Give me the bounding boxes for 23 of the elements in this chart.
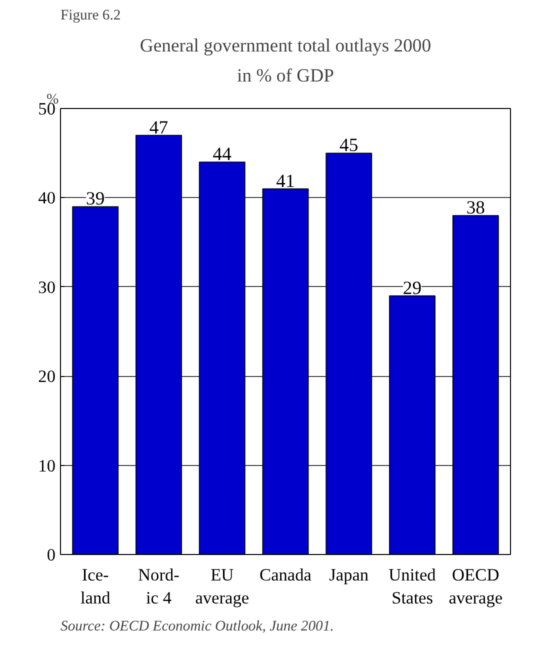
- data-label: 45: [340, 135, 358, 156]
- data-label: 44: [212, 144, 232, 166]
- data-label: 47: [149, 117, 168, 138]
- x-tick-label: Nord- ic 4: [138, 566, 180, 608]
- caption: Figure 6.2: [60, 8, 121, 24]
- source-note: Source: OECD Economic Outlook, June 2001.: [60, 618, 334, 634]
- chart-subtitle: in % of GDP: [237, 66, 334, 86]
- y-tick-label: 20: [38, 367, 56, 386]
- x-tick-label: Canada: [260, 566, 312, 584]
- y-tick-label: 40: [38, 188, 56, 208]
- x-tick-label: Japan: [329, 566, 369, 584]
- x-tick-label: OECD average: [448, 566, 503, 608]
- data-label: 29: [402, 278, 422, 299]
- chart-title: General government total outlays 2000: [140, 36, 432, 56]
- y-tick-label: 10: [38, 456, 56, 476]
- x-tick-label: EU average: [195, 566, 250, 608]
- y-tick-label: 0: [46, 546, 56, 564]
- x-tick-label: United States: [388, 566, 436, 608]
- data-label: 41: [276, 170, 295, 192]
- data-label: 38: [466, 198, 485, 219]
- y-tick-label: 30: [38, 278, 56, 297]
- x-tick-label: Ice- land: [80, 566, 111, 608]
- data-label: 39: [86, 188, 105, 210]
